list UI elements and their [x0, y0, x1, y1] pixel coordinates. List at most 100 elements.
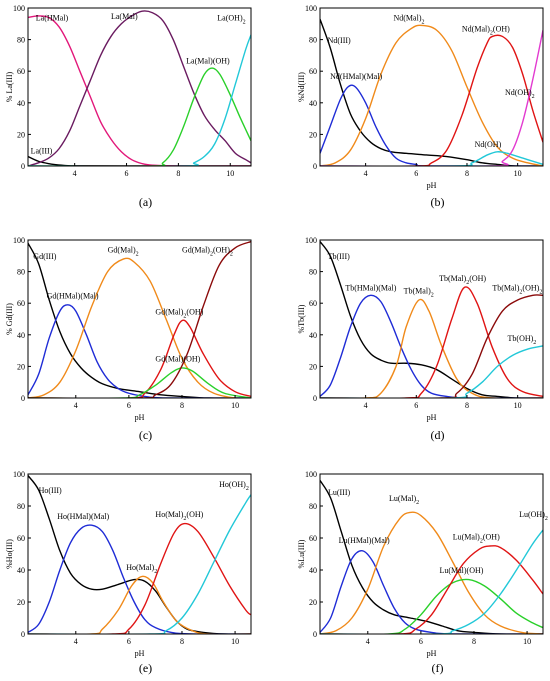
x-tick-label: 4: [364, 169, 368, 178]
plot-frame: [319, 239, 544, 399]
y-tick-label: 100: [13, 470, 25, 479]
y-tick-label: 100: [305, 4, 317, 13]
y-tick-label: 20: [17, 598, 25, 607]
x-tick-label: 8: [472, 637, 476, 646]
y-tick-label: 40: [309, 566, 317, 575]
y-axis-title: %Nd(III): [297, 72, 306, 102]
series-line-nd-mal-2-oh-: [320, 34, 543, 166]
y-tick-label: 0: [21, 162, 25, 171]
series-line-lu-mal-oh-: [320, 578, 543, 634]
y-axis-title: %Ho(III): [5, 539, 14, 569]
series-label: Lu(Mal)2(OH): [453, 533, 500, 545]
y-tick-label: 20: [17, 130, 25, 139]
y-tick-label: 80: [17, 502, 25, 511]
x-tick-label: 10: [514, 401, 522, 410]
series-label: Lu(Mal)2: [389, 494, 419, 506]
series-label: La(HMal): [36, 14, 69, 23]
y-tick-label: 80: [309, 502, 317, 511]
y-axis-title: %Tb(III): [297, 304, 306, 333]
chart-panel-b: 0 20 40 60 80 100 4 6 8 10 pH %Nd(III) Nd(III) Nd(HMa…: [297, 4, 544, 209]
series-label: Lu(OH)2: [519, 510, 548, 522]
series-label: Tb(III): [328, 252, 351, 261]
y-tick-label: 0: [313, 630, 317, 639]
y-tick-label: 80: [17, 36, 25, 45]
x-tick-label: 10: [226, 169, 234, 178]
y-axis-title: % Gd(III): [5, 303, 14, 335]
series-label: La(OH)2: [217, 14, 245, 26]
y-tick-label: 40: [309, 331, 317, 340]
x-tick-label: 10: [231, 637, 239, 646]
series-line-la-mal-oh-: [28, 67, 251, 166]
series-line-tb-oh-2: [320, 345, 543, 398]
x-tick-label: 4: [73, 169, 77, 178]
y-tick-label: 60: [17, 67, 25, 76]
y-tick-label: 60: [17, 299, 25, 308]
series-label: Ho(HMal)(Mal): [57, 512, 109, 521]
series-label: Gd(Mal)2: [108, 246, 139, 258]
series-line-ho-hmal-mal-: [28, 524, 251, 634]
series-label: Gd(Mal)2(OH): [155, 307, 203, 319]
series-line-gd-mal-2: [28, 257, 251, 398]
x-tick-label: 6: [419, 637, 423, 646]
series-line-gd-mal-2-oh-: [28, 319, 251, 398]
series-line-tb-iii-: [320, 241, 543, 398]
series-line-tb-mal-2-oh-: [320, 286, 543, 398]
series-label: La(III): [31, 146, 53, 155]
y-tick-label: 80: [309, 268, 317, 277]
series-label: La(Mal)(OH): [186, 56, 230, 65]
x-tick-label: 8: [465, 401, 469, 410]
x-axis-title: pH: [427, 181, 437, 190]
x-axis-title: pH: [135, 413, 145, 422]
x-axis-title: pH: [427, 649, 437, 658]
y-tick-label: 60: [309, 299, 317, 308]
series-label: Lu(Mal)(OH): [439, 566, 483, 575]
series-line-la-mal-: [28, 10, 251, 166]
y-axis-title: %Lu(III): [297, 539, 306, 568]
series-line-la-oh-2: [28, 34, 251, 166]
series-line-lu-mal-2-oh-: [320, 545, 543, 634]
x-axis-title: pH: [427, 413, 437, 422]
series-label: Nd(OH)2: [505, 88, 535, 100]
y-tick-label: 0: [21, 630, 25, 639]
plot-frame: [319, 7, 544, 167]
panel-caption: (d): [431, 428, 445, 442]
x-tick-label: 4: [366, 637, 370, 646]
y-tick-label: 80: [17, 268, 25, 277]
y-tick-label: 80: [309, 36, 317, 45]
series-line-nd-iii-: [320, 18, 543, 166]
panel-caption: (b): [431, 195, 445, 209]
y-tick-label: 20: [309, 362, 317, 371]
x-tick-label: 8: [180, 401, 184, 410]
plot-frame: [27, 7, 252, 167]
series-line-lu-oh-2: [320, 529, 543, 634]
series-label: Tb(Mal)2(OH)2: [492, 284, 542, 296]
series-label: Gd(Mal)(OH): [155, 355, 200, 364]
series-line-la-iii-: [28, 155, 251, 166]
y-tick-label: 60: [17, 534, 25, 543]
x-tick-label: 6: [127, 401, 131, 410]
x-tick-label: 6: [414, 169, 418, 178]
series-line-gd-mal-2-oh-2: [28, 240, 251, 398]
series-label: Nd(Mal)2(OH): [462, 25, 510, 37]
series-line-lu-hmal-mal-: [320, 550, 543, 634]
series-label: Gd(III): [33, 252, 56, 261]
series-label: Ho(III): [39, 486, 62, 495]
series-line-ho-oh-2: [28, 494, 251, 634]
series-line-ho-mal-2-oh-: [28, 522, 251, 634]
plot-frame: [27, 473, 252, 635]
y-tick-label: 60: [309, 534, 317, 543]
chart-panel-c: 0 20 40 60 80 100 4 6 8 10 pH % Gd(III) Gd(III) Gd(HM…: [5, 236, 252, 442]
series-label: Lu(III): [328, 488, 351, 497]
x-tick-label: 8: [176, 169, 180, 178]
series-label: Tb(Mal)2: [404, 287, 434, 299]
y-tick-label: 0: [313, 394, 317, 403]
y-tick-label: 20: [309, 598, 317, 607]
chart-panel-d: 0 20 40 60 80 100 4 6 8 10 pH %Tb(III) Tb(III) Tb(HMa…: [297, 236, 544, 442]
y-tick-label: 20: [309, 130, 317, 139]
x-tick-label: 8: [465, 169, 469, 178]
series-line-nd-hmal-mal-: [320, 84, 543, 166]
chart-panel-f: 0 20 40 60 80 100 4 6 8 10 pH %Lu(III) Lu(III) Lu(HMa…: [297, 470, 548, 675]
y-tick-label: 0: [21, 394, 25, 403]
panel-caption: (e): [139, 661, 152, 675]
x-tick-label: 4: [74, 401, 78, 410]
